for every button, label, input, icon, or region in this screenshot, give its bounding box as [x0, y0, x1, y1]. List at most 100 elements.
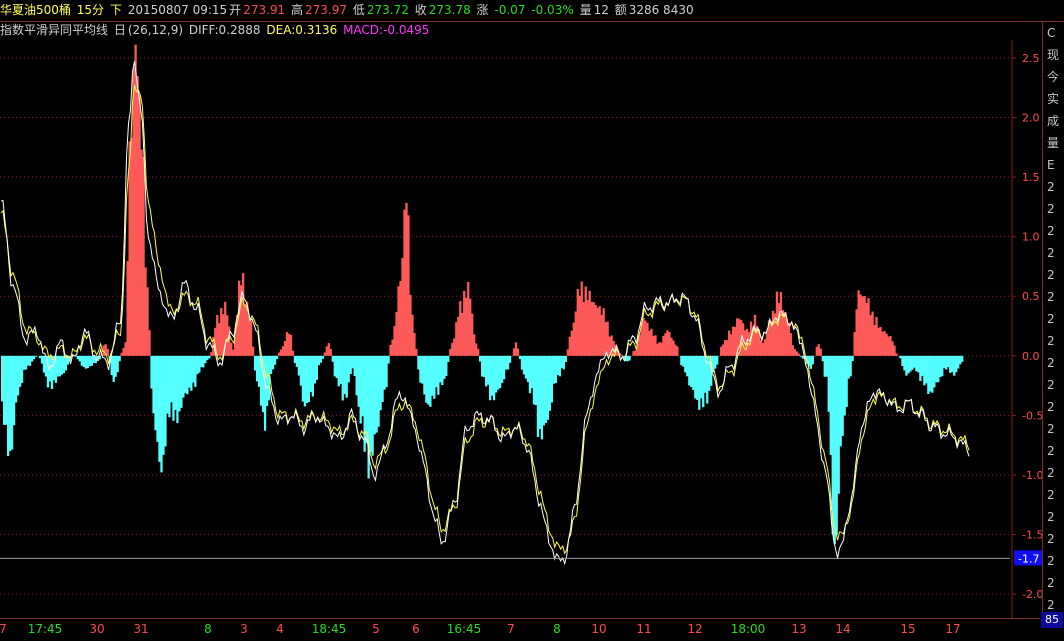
macd-bar — [373, 355, 376, 435]
right-panel-item: 2 — [1047, 290, 1055, 304]
macd-bar — [494, 355, 498, 393]
macd-bar — [144, 267, 147, 356]
x-tick-label: 3 — [240, 622, 248, 636]
macd-bar — [564, 355, 567, 362]
macd-bar — [815, 346, 818, 356]
macd-bar — [622, 355, 625, 358]
right-panel-item: 2 — [1047, 224, 1055, 238]
macd-bar — [883, 331, 886, 356]
macd-bar — [343, 355, 346, 395]
macd-bar — [277, 352, 281, 356]
macd-bar — [492, 355, 496, 401]
macd-bar — [479, 355, 482, 362]
change-value: -0.07 — [494, 3, 526, 17]
macd-bar — [628, 355, 631, 361]
macd-bar — [411, 314, 414, 356]
indicator-name[interactable]: 指数平滑异同平均线 — [0, 23, 109, 37]
macd-bar — [247, 316, 251, 356]
macd-bar — [811, 355, 814, 365]
y-tick-label: 1.0 — [1022, 231, 1040, 244]
macd-bar — [795, 351, 799, 356]
macd-bar — [457, 316, 460, 356]
volume-value: 12 — [593, 3, 609, 17]
x-tick-label: 6 — [412, 622, 420, 636]
macd-bar — [542, 355, 546, 426]
macd-bar — [550, 355, 554, 403]
macd-bar — [578, 295, 581, 356]
macd-bar — [630, 355, 633, 357]
macd-bar — [379, 355, 382, 411]
macd-bar — [913, 355, 916, 368]
macd-bar — [648, 330, 651, 356]
macd-bar — [905, 355, 908, 376]
macd-bar — [186, 355, 189, 395]
macd-bar — [576, 289, 579, 356]
macd-bar — [919, 355, 922, 382]
macd-bar — [606, 321, 609, 356]
macd-bar — [528, 355, 532, 394]
macd-bar — [106, 348, 109, 356]
macd-bar — [807, 355, 810, 367]
macd-bar — [959, 355, 962, 365]
macd-bar — [307, 355, 311, 403]
macd-bar — [32, 355, 36, 360]
macd-bar — [939, 355, 942, 378]
macd-bar — [150, 355, 153, 389]
macd-bar — [168, 355, 171, 418]
change-label: 涨 — [476, 3, 489, 17]
macd-bar — [481, 355, 484, 377]
macd-bar — [935, 355, 938, 383]
macd-bar — [735, 318, 739, 356]
macd-bar — [522, 355, 526, 375]
macd-bar — [22, 355, 26, 370]
macd-bar — [333, 355, 336, 377]
macd-bar — [124, 342, 127, 356]
macd-bar — [347, 355, 350, 383]
macd-bar — [455, 322, 458, 356]
macd-bar — [957, 355, 960, 369]
macd-bar — [98, 355, 101, 360]
macd-bar — [887, 336, 890, 356]
macd-bar — [692, 355, 695, 390]
x-tick-label: 30 — [89, 622, 105, 636]
right-panel-item: 2 — [1047, 400, 1055, 414]
dea-line — [0, 84, 970, 555]
macd-chart[interactable]: -1.7 2.5 2.0 1.5 1.0 0.5 0.0 -0.5 -1.0 -1.5 -2.0 — [0, 40, 1042, 618]
low-label: 低 — [352, 3, 365, 17]
macd-bar — [504, 355, 508, 370]
period-label[interactable]: 15分 — [76, 3, 105, 17]
macd-bar — [680, 355, 683, 366]
macd-bar — [303, 355, 307, 407]
macd-bar — [1, 355, 4, 402]
macd-bar — [572, 322, 575, 356]
macd-bar — [704, 355, 707, 393]
macd-bar — [825, 355, 828, 377]
indicator-params: (26,12,9) — [127, 23, 184, 37]
macd-bar — [676, 346, 679, 356]
right-panel-item: 量 — [1047, 136, 1060, 150]
macd-bar — [558, 355, 561, 377]
macd-bar — [544, 355, 548, 423]
macd-bar — [931, 355, 934, 393]
macd-bar — [293, 355, 297, 364]
right-panel-item: 实 — [1047, 92, 1060, 106]
macd-bar — [634, 350, 637, 356]
macd-bar — [708, 355, 711, 391]
macd-bar — [765, 331, 769, 356]
macd-bar — [271, 355, 275, 370]
macd-bar — [598, 306, 601, 356]
macd-bar — [694, 355, 697, 399]
x-tick-label: 12 — [687, 622, 703, 636]
macd-bar — [232, 349, 235, 356]
symbol-name[interactable]: 华夏油500桶 — [0, 3, 71, 17]
macd-bar — [767, 320, 771, 356]
macd-bar — [554, 355, 558, 384]
macd-bar — [594, 305, 597, 356]
macd-bar — [797, 353, 801, 356]
right-panel-item: 2 — [1047, 268, 1055, 282]
macd-bar — [210, 352, 213, 356]
macd-bar — [877, 327, 880, 356]
macd-bar — [377, 355, 380, 427]
macd-bar — [82, 355, 85, 368]
high-label: 高 — [291, 3, 304, 17]
